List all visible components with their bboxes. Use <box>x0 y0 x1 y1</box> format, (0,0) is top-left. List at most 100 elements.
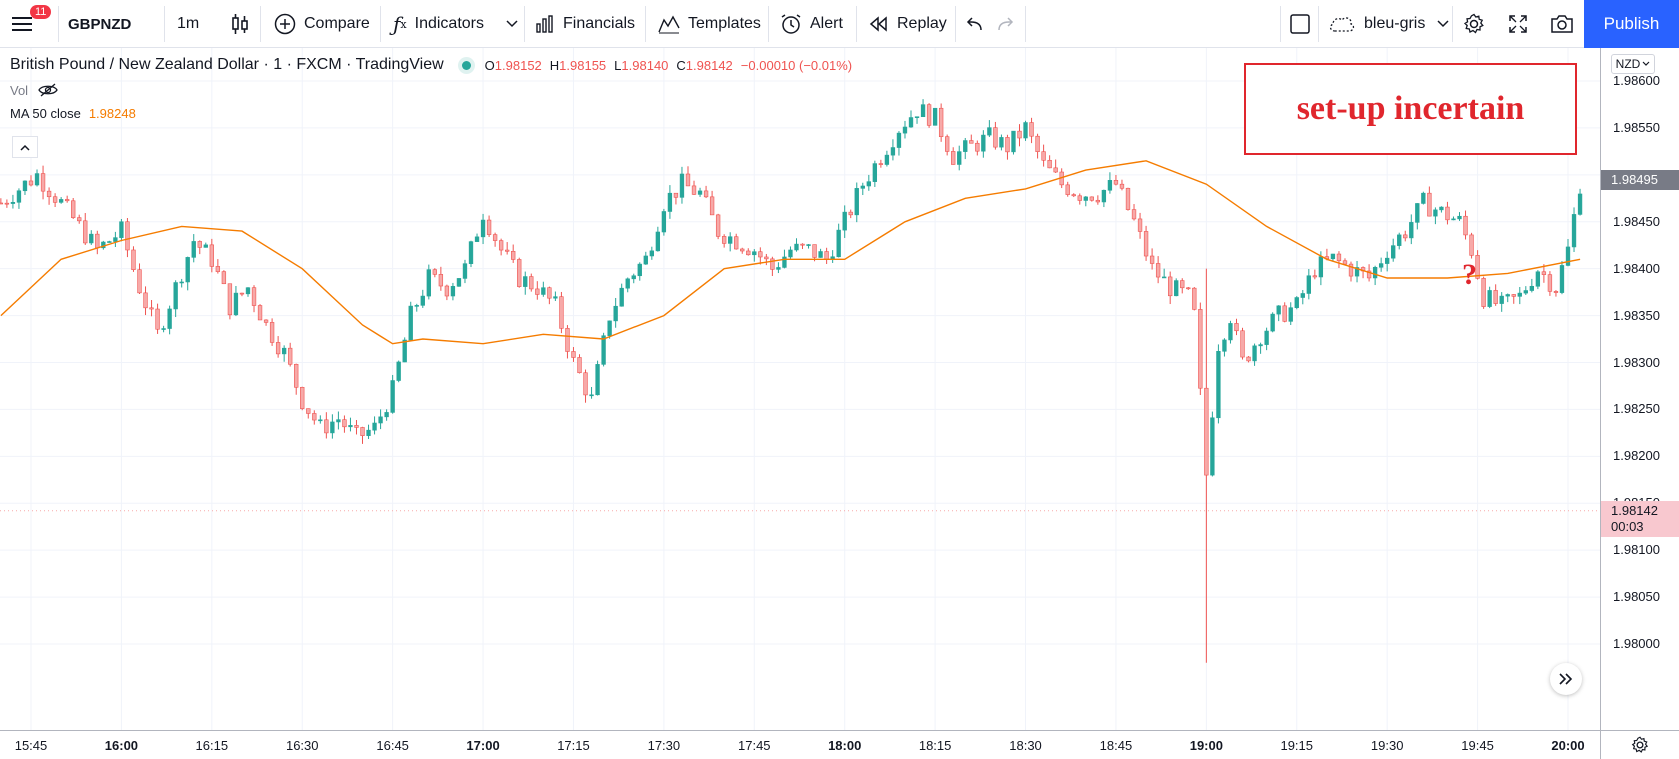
candle-body <box>263 319 269 323</box>
candle-body <box>1318 256 1324 278</box>
time-tick-label: 18:30 <box>1009 738 1042 753</box>
time-tick-label: 15:45 <box>14 738 48 753</box>
chart-style-button[interactable] <box>230 0 250 48</box>
candle-body <box>239 292 245 295</box>
candle-body <box>34 173 40 186</box>
candle-body <box>1011 130 1016 153</box>
templates-button[interactable]: Templates <box>658 0 761 48</box>
layout-name-label: bleu-gris <box>1364 15 1426 32</box>
publish-button[interactable]: Publish <box>1584 0 1679 48</box>
candle-body <box>275 342 281 355</box>
chart-settings-corner-button[interactable] <box>1600 730 1679 759</box>
candles-icon <box>232 14 248 34</box>
compare-button[interactable]: Compare <box>274 0 370 48</box>
candle-body <box>1336 253 1342 262</box>
candle-body <box>257 305 263 321</box>
candle-body <box>492 234 498 241</box>
price-scale[interactable]: NZD 1.986001.985501.985001.984501.984001… <box>1600 48 1679 730</box>
plus-circle-icon <box>274 13 296 35</box>
candle-body <box>83 220 88 244</box>
financials-button[interactable]: Financials <box>535 0 635 48</box>
templates-icon <box>658 14 680 34</box>
ma-value: 1.98248 <box>88 106 136 121</box>
candle-body <box>782 256 787 268</box>
candle-body <box>444 285 450 297</box>
ma-legend[interactable]: MA 50 close 1.98248 <box>10 106 136 121</box>
candle-body <box>932 107 938 126</box>
low-value: 1.98140 <box>621 57 669 73</box>
candle-body <box>1264 330 1269 345</box>
eye-off-icon[interactable] <box>38 82 58 98</box>
candle-body <box>426 269 431 297</box>
candle-body <box>40 173 46 192</box>
candle-body <box>661 211 667 233</box>
candle-body <box>1415 203 1420 223</box>
candle-body <box>269 322 275 343</box>
candle-body <box>16 190 22 203</box>
candle-body <box>1137 218 1143 232</box>
candle-body <box>1469 234 1474 256</box>
candle-body <box>312 413 317 421</box>
candle-body <box>474 236 480 242</box>
candle-body <box>1161 276 1167 279</box>
alert-button[interactable]: Alert <box>780 0 843 48</box>
change-value: −0.00010 (−0.01%) <box>740 57 853 73</box>
candle-body <box>752 251 757 256</box>
annotation-question-mark[interactable]: ? <box>1462 258 1477 291</box>
last-price-tag: 1.98142 00:03 <box>1601 500 1679 537</box>
fullscreen-button[interactable] <box>1508 0 1528 48</box>
interval-button[interactable]: 1m <box>177 15 200 32</box>
candle-body <box>1463 215 1468 236</box>
time-scale[interactable]: 15:45 16:00 16:15 16:30 16:45 17:00 17:15 17:30… <box>0 730 1600 759</box>
candle-body <box>1433 209 1438 217</box>
candle-body <box>294 363 299 388</box>
time-tick-label: 18:15 <box>918 738 952 753</box>
templates-label: Templates <box>688 15 761 32</box>
symbol-title[interactable]: British Pound / New Zealand Dollar · 1 ·… <box>10 56 444 73</box>
redo-button[interactable] <box>995 0 1015 48</box>
chevron-down-icon <box>1437 20 1449 28</box>
scroll-to-realtime-button[interactable] <box>1550 663 1582 695</box>
candle-body <box>619 287 624 307</box>
candle-body <box>806 244 811 246</box>
candle-body <box>1445 206 1450 221</box>
candle-body <box>517 259 522 287</box>
annotation-box[interactable]: set-up incertain <box>1244 63 1577 155</box>
candle-body <box>1378 263 1384 268</box>
open-label: O <box>484 57 495 73</box>
hamburger-icon <box>12 17 32 31</box>
settings-button[interactable] <box>1463 0 1485 48</box>
replay-label: Replay <box>897 15 947 32</box>
candle-body <box>52 196 58 203</box>
candle-body <box>794 243 799 251</box>
price-tick-label: 1.98250 <box>1613 401 1660 417</box>
gear-icon <box>1631 736 1649 753</box>
chart-pane[interactable]: British Pound / New Zealand Dollar · 1 ·… <box>0 48 1600 730</box>
candle-body <box>155 308 160 330</box>
snapshot-button[interactable] <box>1550 0 1574 48</box>
price-tick-label: 1.98000 <box>1613 636 1660 651</box>
currency-selector[interactable]: NZD <box>1611 54 1655 74</box>
candle-body <box>1252 345 1257 362</box>
candle-body <box>1517 292 1522 297</box>
indicators-dropdown-button[interactable] <box>506 0 518 48</box>
replay-button[interactable]: Replay <box>869 0 947 48</box>
undo-button[interactable] <box>965 0 985 48</box>
candle-body <box>137 269 142 294</box>
main-menu-button[interactable]: 11 <box>12 0 52 48</box>
symbol-search-button[interactable]: GBPNZD <box>68 15 132 33</box>
layout-menu-button[interactable]: bleu-gris <box>1328 0 1449 48</box>
volume-legend[interactable]: Vol <box>10 82 58 98</box>
candle-body <box>1005 137 1010 153</box>
candle-body <box>1409 222 1414 239</box>
price-chart[interactable] <box>0 48 1600 730</box>
candle-body <box>1276 305 1281 315</box>
candle-body <box>498 240 504 251</box>
collapse-legend-button[interactable] <box>12 136 38 158</box>
candle-body <box>914 116 920 119</box>
candle-body <box>1553 291 1559 293</box>
candle-body <box>758 251 763 258</box>
fullscreen-mode-button[interactable] <box>1289 0 1311 48</box>
candle-body <box>535 288 540 295</box>
